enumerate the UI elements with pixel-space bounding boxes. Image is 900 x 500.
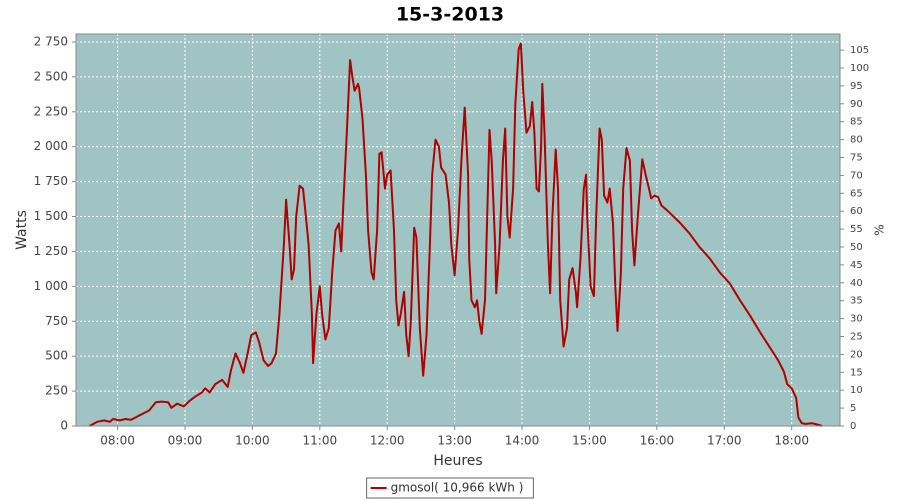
y2-tick-label: 55 xyxy=(850,224,863,235)
y2-tick-label: 40 xyxy=(850,278,863,289)
y2-tick-label: 30 xyxy=(850,314,863,325)
y2-tick-label: 80 xyxy=(850,135,863,146)
y-tick-label: 1 500 xyxy=(34,209,68,223)
x-tick-label: 17:00 xyxy=(707,434,742,448)
y-tick-label: 2 250 xyxy=(34,104,68,118)
x-tick-label: 09:00 xyxy=(168,434,203,448)
y2-tick-label: 15 xyxy=(850,367,863,378)
y2-tick-label: 70 xyxy=(850,170,863,181)
y-tick-label: 1 250 xyxy=(34,244,68,258)
x-axis-label: Heures xyxy=(433,453,482,469)
y-tick-label: 250 xyxy=(45,384,68,398)
x-tick-label: 16:00 xyxy=(640,434,675,448)
x-tick-label: 08:00 xyxy=(100,434,135,448)
y2-tick-label: 5 xyxy=(850,403,856,414)
x-tick-label: 14:00 xyxy=(505,434,540,448)
chart-title: 15-3-2013 xyxy=(396,4,504,26)
y2-tick-label: 45 xyxy=(850,260,863,271)
y-tick-label: 750 xyxy=(45,314,68,328)
y2-tick-label: 50 xyxy=(850,242,863,253)
y2-tick-label: 95 xyxy=(850,81,863,92)
legend-label: gmosol( 10,966 kWh ) xyxy=(391,481,524,495)
legend-box xyxy=(366,477,534,499)
y-axis-label: Watts xyxy=(14,210,30,250)
y2-tick-label: 25 xyxy=(850,332,863,343)
y2-axis-label: % xyxy=(873,224,887,235)
x-tick-label: 10:00 xyxy=(235,434,270,448)
y-tick-label: 2 500 xyxy=(34,69,68,83)
y-tick-label: 1 000 xyxy=(34,279,68,293)
x-tick-label: 12:00 xyxy=(370,434,405,448)
y-tick-label: 0 xyxy=(60,419,68,433)
y2-tick-label: 35 xyxy=(850,296,863,307)
x-tick-label: 15:00 xyxy=(572,434,607,448)
y-tick-label: 500 xyxy=(45,349,68,363)
y2-tick-label: 65 xyxy=(850,188,863,199)
plot-border xyxy=(75,33,841,427)
y-tick-label: 1 750 xyxy=(34,174,68,188)
x-tick-label: 18:00 xyxy=(774,434,809,448)
y2-tick-label: 85 xyxy=(850,117,863,128)
x-tick-label: 11:00 xyxy=(303,434,338,448)
y2-tick-label: 10 xyxy=(850,385,863,396)
y2-tick-label: 75 xyxy=(850,153,863,164)
data-line xyxy=(89,42,823,427)
y-tick-label: 2 750 xyxy=(34,34,68,48)
y2-tick-label: 105 xyxy=(850,45,869,56)
y2-tick-label: 60 xyxy=(850,206,863,217)
y2-tick-label: 20 xyxy=(850,349,863,360)
y2-tick-label: 90 xyxy=(850,99,863,110)
y2-tick-label: 0 xyxy=(850,421,856,432)
y2-tick-label: 100 xyxy=(850,63,869,74)
x-tick-label: 13:00 xyxy=(437,434,472,448)
y-tick-label: 2 000 xyxy=(34,139,68,153)
